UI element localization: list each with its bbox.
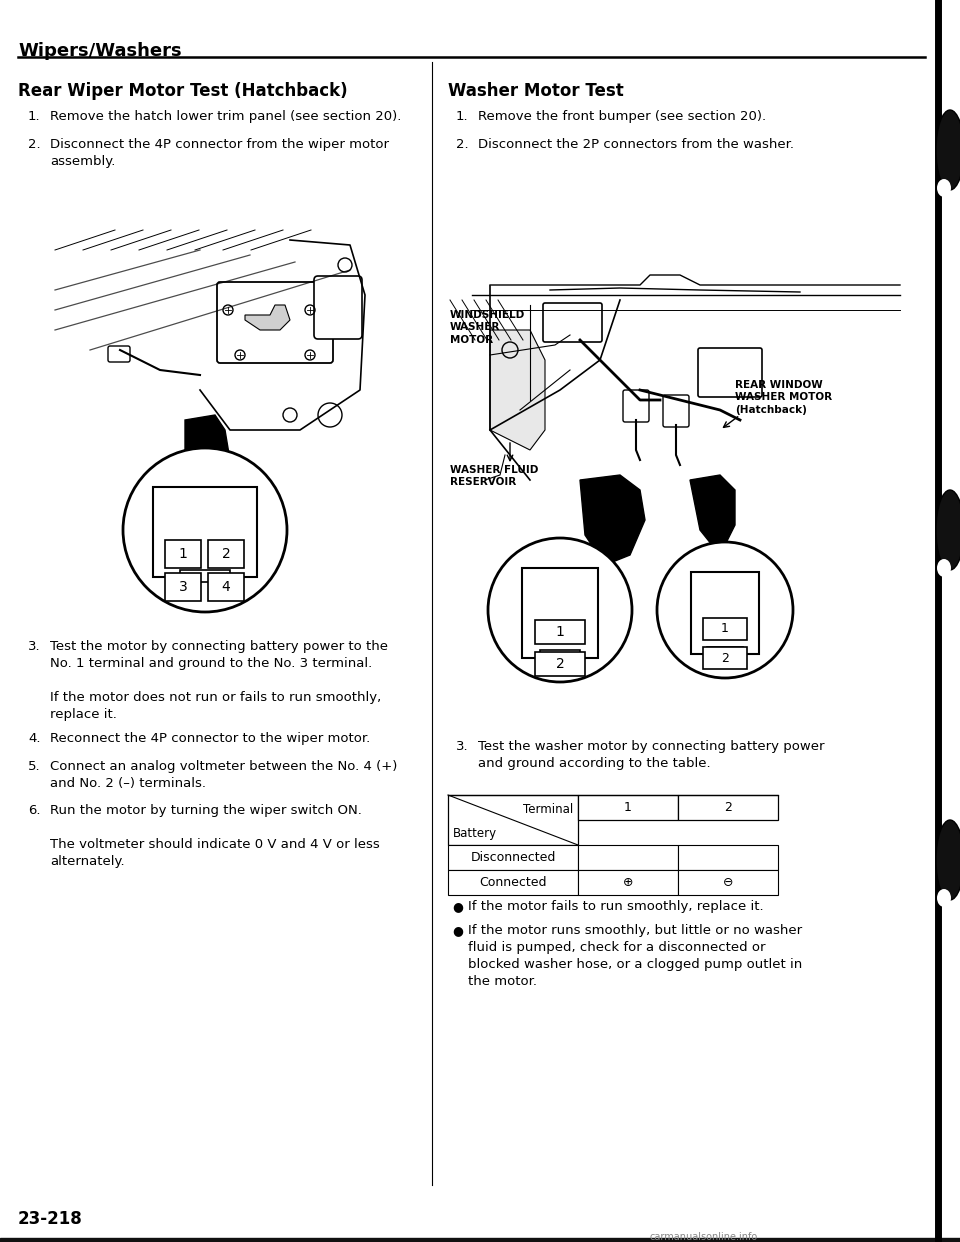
Bar — [578, 845, 678, 869]
Text: 3: 3 — [179, 580, 187, 594]
Bar — [180, 570, 230, 582]
Text: Connected: Connected — [479, 876, 547, 889]
Text: 2: 2 — [222, 546, 230, 561]
Ellipse shape — [936, 820, 960, 900]
Bar — [448, 869, 578, 895]
Polygon shape — [580, 474, 645, 565]
Text: 3.: 3. — [456, 740, 468, 753]
Polygon shape — [0, 1238, 960, 1242]
FancyBboxPatch shape — [108, 347, 130, 361]
Bar — [540, 650, 580, 662]
Bar — [707, 647, 743, 658]
Polygon shape — [185, 415, 230, 496]
Text: 4.: 4. — [28, 732, 40, 745]
Bar — [578, 795, 678, 820]
Bar — [678, 795, 778, 820]
Text: Wipers/Washers: Wipers/Washers — [18, 42, 181, 60]
Polygon shape — [690, 474, 735, 555]
FancyBboxPatch shape — [698, 348, 762, 397]
Text: 2: 2 — [556, 657, 564, 671]
Ellipse shape — [937, 889, 951, 907]
Text: 23-218: 23-218 — [18, 1210, 83, 1228]
Text: ●: ● — [452, 924, 463, 936]
Text: 1.: 1. — [456, 111, 468, 123]
Bar — [165, 573, 201, 601]
Text: Washer Motor Test: Washer Motor Test — [448, 82, 624, 101]
Text: 5.: 5. — [28, 760, 40, 773]
Ellipse shape — [937, 559, 951, 578]
Bar — [153, 487, 257, 578]
Bar — [522, 568, 598, 658]
Text: Test the motor by connecting battery power to the
No. 1 terminal and ground to t: Test the motor by connecting battery pow… — [50, 640, 388, 722]
Text: 4: 4 — [222, 580, 230, 594]
Text: REAR WINDOW
WASHER MOTOR
(Hatchback): REAR WINDOW WASHER MOTOR (Hatchback) — [735, 380, 832, 415]
Text: 3.: 3. — [28, 640, 40, 653]
Text: Remove the hatch lower trim panel (see section 20).: Remove the hatch lower trim panel (see s… — [50, 111, 401, 123]
Text: WASHER FLUID
RESERVOIR: WASHER FLUID RESERVOIR — [450, 465, 539, 487]
FancyBboxPatch shape — [543, 303, 602, 342]
Text: Reconnect the 4P connector to the wiper motor.: Reconnect the 4P connector to the wiper … — [50, 732, 371, 745]
Polygon shape — [490, 330, 545, 450]
Text: If the motor runs smoothly, but little or no washer
fluid is pumped, check for a: If the motor runs smoothly, but little o… — [468, 924, 803, 987]
Bar — [535, 652, 585, 676]
Text: Remove the front bumper (see section 20).: Remove the front bumper (see section 20)… — [478, 111, 766, 123]
Text: carmanualsonline.info: carmanualsonline.info — [650, 1232, 758, 1242]
Bar — [535, 620, 585, 645]
FancyBboxPatch shape — [314, 276, 362, 339]
Text: Connect an analog voltmeter between the No. 4 (+)
and No. 2 (–) terminals.: Connect an analog voltmeter between the … — [50, 760, 397, 790]
Text: 1: 1 — [721, 622, 729, 636]
Bar — [678, 845, 778, 869]
Bar — [448, 795, 578, 845]
Ellipse shape — [937, 179, 951, 197]
Circle shape — [657, 542, 793, 678]
Text: 1: 1 — [624, 801, 632, 814]
Text: 1.: 1. — [28, 111, 40, 123]
Text: 1: 1 — [179, 546, 187, 561]
Bar — [208, 540, 244, 568]
Text: ⊖: ⊖ — [723, 876, 733, 889]
Text: 2: 2 — [724, 801, 732, 814]
Text: Terminal: Terminal — [523, 804, 573, 816]
Text: 1: 1 — [556, 625, 564, 638]
Ellipse shape — [936, 111, 960, 190]
Text: 2.: 2. — [456, 138, 468, 152]
Bar — [165, 540, 201, 568]
Text: 2.: 2. — [28, 138, 40, 152]
FancyBboxPatch shape — [663, 395, 689, 427]
Ellipse shape — [936, 491, 960, 570]
Bar — [448, 845, 578, 869]
Bar — [691, 573, 759, 655]
Text: 6.: 6. — [28, 804, 40, 817]
Text: Battery: Battery — [453, 827, 497, 840]
Text: Run the motor by turning the wiper switch ON.

The voltmeter should indicate 0 V: Run the motor by turning the wiper switc… — [50, 804, 380, 868]
Bar — [703, 647, 747, 669]
Bar — [678, 869, 778, 895]
Text: 2: 2 — [721, 652, 729, 664]
Bar — [578, 869, 678, 895]
Text: If the motor fails to run smoothly, replace it.: If the motor fails to run smoothly, repl… — [468, 900, 763, 913]
Text: ●: ● — [452, 900, 463, 913]
Text: Rear Wiper Motor Test (Hatchback): Rear Wiper Motor Test (Hatchback) — [18, 82, 348, 101]
Text: WINDSHIELD
WASHER
MOTOR: WINDSHIELD WASHER MOTOR — [450, 310, 525, 345]
Polygon shape — [245, 306, 290, 330]
Bar — [703, 619, 747, 640]
Text: ⊕: ⊕ — [623, 876, 634, 889]
Text: Disconnect the 4P connector from the wiper motor
assembly.: Disconnect the 4P connector from the wip… — [50, 138, 389, 168]
Circle shape — [488, 538, 632, 682]
Text: Test the washer motor by connecting battery power
and ground according to the ta: Test the washer motor by connecting batt… — [478, 740, 825, 770]
Bar — [208, 573, 244, 601]
Text: Disconnect the 2P connectors from the washer.: Disconnect the 2P connectors from the wa… — [478, 138, 794, 152]
FancyBboxPatch shape — [217, 282, 333, 363]
FancyBboxPatch shape — [623, 390, 649, 422]
Text: Disconnected: Disconnected — [470, 851, 556, 864]
Circle shape — [123, 448, 287, 612]
